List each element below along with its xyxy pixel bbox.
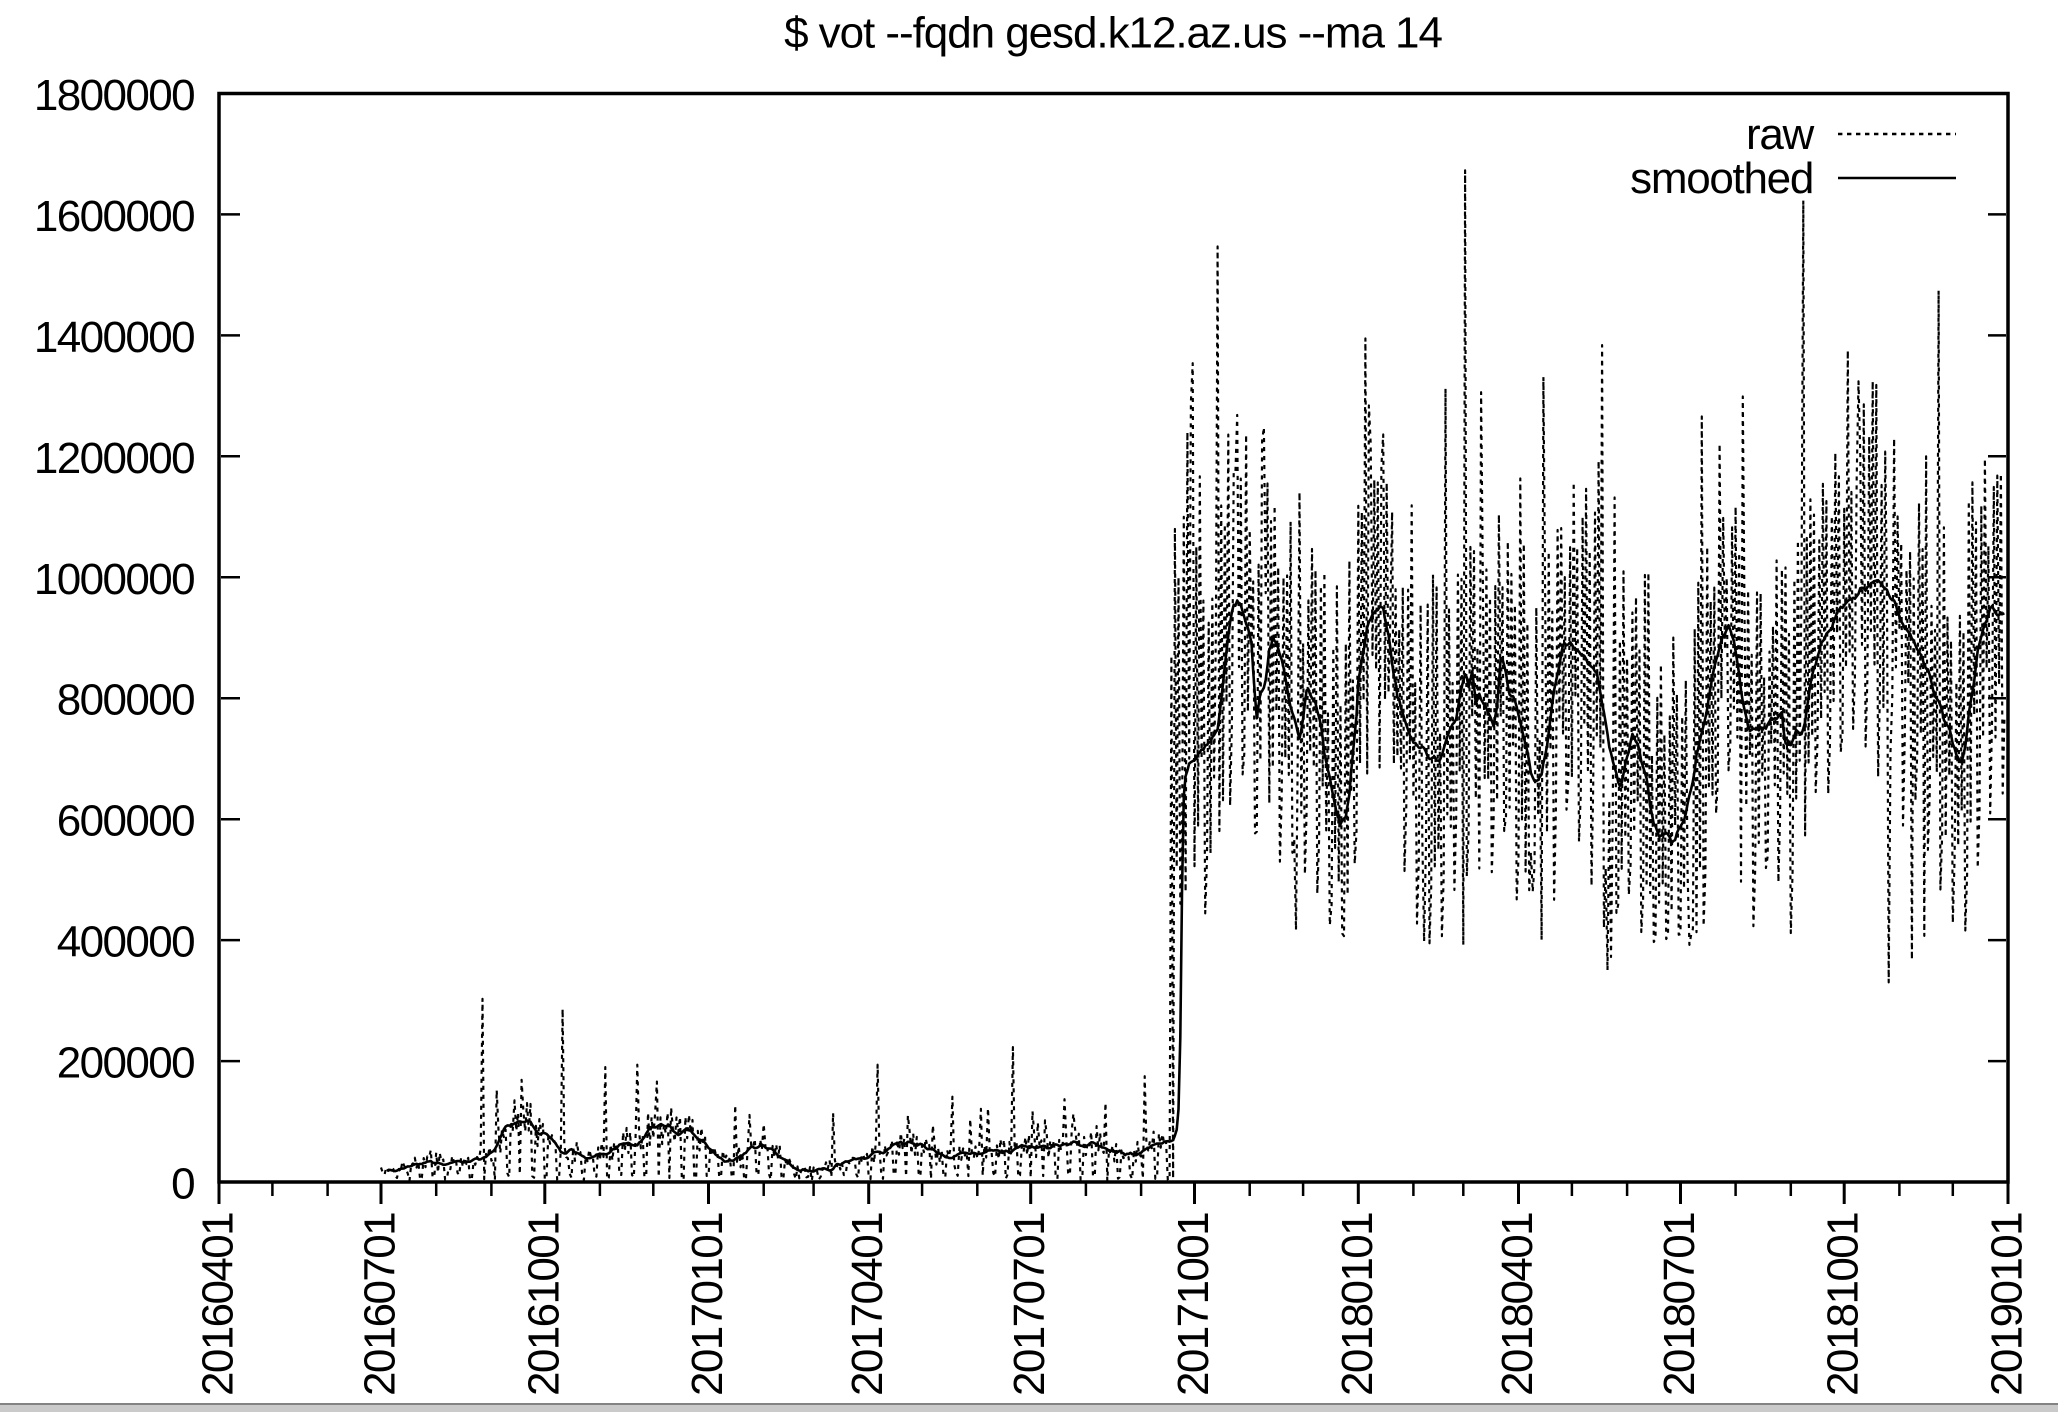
svg-text:600000: 600000: [57, 797, 194, 846]
svg-text:20190101: 20190101: [1983, 1213, 2032, 1396]
svg-text:20180701: 20180701: [1655, 1213, 1704, 1396]
svg-text:raw: raw: [1746, 110, 1815, 159]
svg-text:0: 0: [171, 1160, 194, 1209]
svg-text:20160701: 20160701: [356, 1213, 405, 1396]
svg-text:20181001: 20181001: [1819, 1213, 1868, 1396]
svg-text:200000: 200000: [57, 1039, 194, 1088]
svg-text:1600000: 1600000: [34, 192, 194, 241]
svg-text:1200000: 1200000: [34, 434, 194, 483]
svg-text:20180101: 20180101: [1333, 1213, 1382, 1396]
svg-text:20180401: 20180401: [1493, 1213, 1542, 1396]
svg-text:400000: 400000: [57, 918, 194, 967]
svg-text:smoothed: smoothed: [1630, 154, 1813, 203]
svg-text:20161001: 20161001: [519, 1213, 568, 1396]
svg-text:20170401: 20170401: [843, 1213, 892, 1396]
svg-text:1400000: 1400000: [34, 313, 194, 362]
svg-text:20160401: 20160401: [194, 1213, 243, 1396]
svg-text:20170101: 20170101: [683, 1213, 732, 1396]
svg-text:$ vot --fqdn gesd.k12.az.us --: $ vot --fqdn gesd.k12.az.us --ma 14: [784, 9, 1442, 58]
svg-text:1000000: 1000000: [34, 555, 194, 604]
svg-text:800000: 800000: [57, 676, 194, 725]
svg-text:1800000: 1800000: [34, 71, 194, 120]
svg-text:20170701: 20170701: [1005, 1213, 1054, 1396]
svg-text:20171001: 20171001: [1169, 1213, 1218, 1396]
